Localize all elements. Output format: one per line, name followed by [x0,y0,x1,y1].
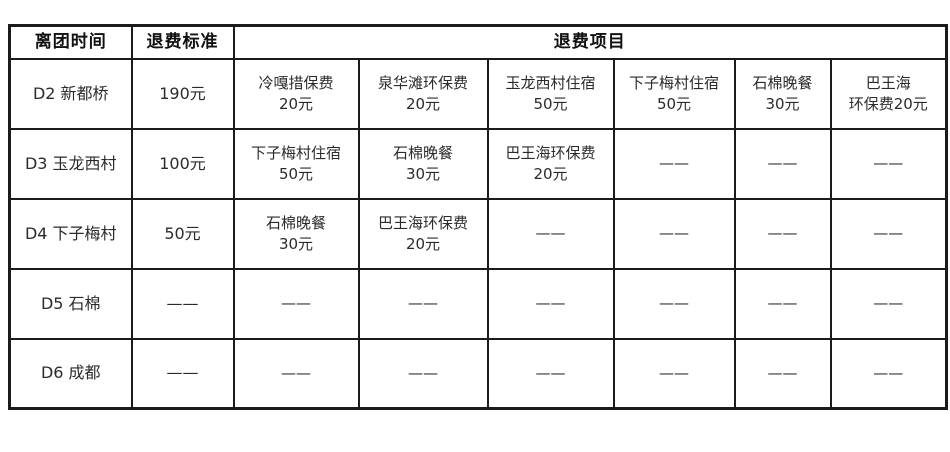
time-cell: D2 新都桥 [8,57,133,130]
standard-cell: 100元 [130,127,235,200]
item-cell: —— [357,337,489,410]
item-cell: —— [232,267,360,340]
time-cell: D4 下子梅村 [8,197,133,270]
standard-cell: 50元 [130,197,235,270]
item-cell: 泉华滩环保费 20元 [357,57,489,130]
item-cell: —— [612,267,736,340]
item-cell: —— [829,197,948,270]
item-cell: —— [733,267,832,340]
item-cell: —— [733,197,832,270]
item-cell: 下子梅村住宿 50元 [612,57,736,130]
item-cell: —— [733,127,832,200]
item-cell: 巴王海 环保费20元 [829,57,948,130]
time-cell: D6 成都 [8,337,133,410]
item-cell: 玉龙西村住宿 50元 [486,57,615,130]
item-cell: 石棉晚餐 30元 [733,57,832,130]
table-header-row: 离团时间 退费标准 退费项目 [8,24,948,60]
item-cell: —— [612,337,736,410]
item-cell: 巴王海环保费 20元 [357,197,489,270]
item-cell: —— [829,127,948,200]
item-cell: —— [612,127,736,200]
header-departure-time: 离团时间 [8,24,133,60]
item-cell: —— [733,337,832,410]
item-cell: —— [486,197,615,270]
table-row-d4: D4 下子梅村 50元 石棉晚餐 30元 巴王海环保费 20元 —— —— ——… [8,197,948,270]
item-cell: 下子梅村住宿 50元 [232,127,360,200]
standard-cell: —— [130,337,235,410]
header-refund-standard: 退费标准 [130,24,235,60]
table-row-d6: D6 成都 —— —— —— —— —— —— —— [8,337,948,410]
table-row-d3: D3 玉龙西村 100元 下子梅村住宿 50元 石棉晚餐 30元 巴王海环保费 … [8,127,948,200]
refund-table: 离团时间 退费标准 退费项目 D2 新都桥 190元 冷嘎措保费 20元 泉华滩… [8,24,949,410]
item-cell: 巴王海环保费 20元 [486,127,615,200]
item-cell: 石棉晚餐 30元 [357,127,489,200]
item-cell: —— [612,197,736,270]
item-cell: 冷嘎措保费 20元 [232,57,360,130]
standard-cell: —— [130,267,235,340]
item-cell: —— [829,267,948,340]
item-cell: —— [829,337,948,410]
standard-cell: 190元 [130,57,235,130]
item-cell: —— [486,337,615,410]
table-row-d2: D2 新都桥 190元 冷嘎措保费 20元 泉华滩环保费 20元 玉龙西村住宿 … [8,57,948,130]
item-cell: —— [486,267,615,340]
item-cell: 石棉晚餐 30元 [232,197,360,270]
item-cell: —— [357,267,489,340]
table-row-d5: D5 石棉 —— —— —— —— —— —— —— [8,267,948,340]
time-cell: D3 玉龙西村 [8,127,133,200]
header-refund-items: 退费项目 [232,24,948,60]
time-cell: D5 石棉 [8,267,133,340]
item-cell: —— [232,337,360,410]
